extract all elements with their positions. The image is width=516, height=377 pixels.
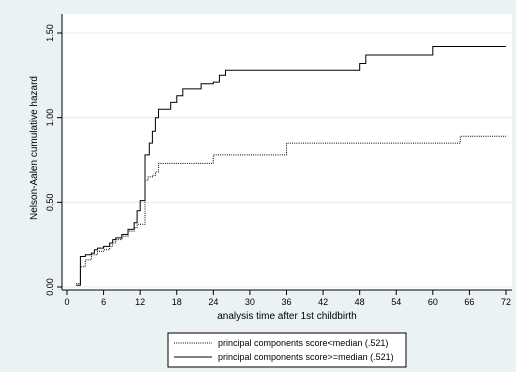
- x-tick-label: 36: [281, 297, 291, 307]
- x-tick-label: 6: [101, 297, 106, 307]
- x-tick-label: 54: [391, 297, 401, 307]
- y-tick-label: 0.00: [45, 278, 55, 296]
- x-tick-label: 0: [64, 297, 69, 307]
- x-tick-label: 18: [172, 297, 182, 307]
- series-line-1: [76, 135, 506, 285]
- y-tick-label: 1.50: [45, 24, 55, 42]
- x-tick-label: 48: [355, 297, 365, 307]
- legend: principal components score<median (.521)…: [174, 338, 394, 362]
- x-tick-label: 66: [464, 297, 474, 307]
- y-tick-label: 0.50: [45, 194, 55, 212]
- x-tick-label: 24: [208, 297, 218, 307]
- x-axis-label: analysis time after 1st childbirth: [217, 311, 357, 322]
- legend-label: principal components score<median (.521): [218, 338, 388, 348]
- x-tick-label: 72: [501, 297, 511, 307]
- legend-label: principal components score>=median (.521…: [218, 352, 394, 362]
- y-tick-label: 1.00: [45, 109, 55, 127]
- series-line-2: [76, 46, 506, 286]
- tick-layer: 0.00 0.50 1.00 1.50 0 6 12 18 24 30 36 42 48 54 60 66 72: [45, 24, 511, 307]
- y-axis-label: Nelson-Aalen cumulative hazard: [29, 76, 40, 220]
- x-tick-label: 30: [245, 297, 255, 307]
- x-tick-label: 42: [318, 297, 328, 307]
- x-tick-label: 60: [428, 297, 438, 307]
- legend-box: [167, 332, 407, 368]
- grid-layer: [62, 32, 512, 288]
- x-tick-label: 12: [135, 297, 145, 307]
- series-layer: [76, 46, 506, 286]
